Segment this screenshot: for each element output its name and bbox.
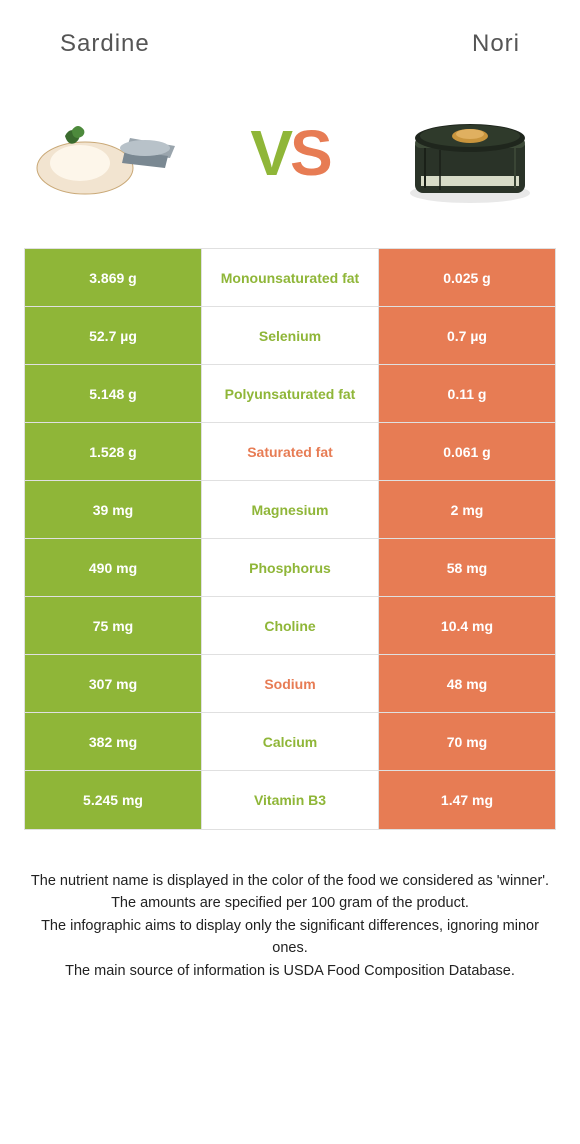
cell-right-value: 2 mg [379,481,555,538]
cell-right-value: 0.025 g [379,249,555,306]
cell-nutrient-name: Polyunsaturated fat [202,365,379,422]
cell-nutrient-name: Calcium [202,713,379,770]
hero-row: VS [0,78,580,248]
vs-s: S [290,116,330,190]
cell-right-value: 48 mg [379,655,555,712]
cell-right-value: 1.47 mg [379,771,555,829]
cell-left-value: 39 mg [25,481,202,538]
footer-line: The amounts are specified per 100 gram o… [28,892,552,914]
header: Sardine Nori [0,0,580,78]
table-row: 5.245 mgVitamin B31.47 mg [25,771,555,829]
footer-notes: The nutrient name is displayed in the co… [0,870,580,982]
cell-left-value: 75 mg [25,597,202,654]
cell-left-value: 1.528 g [25,423,202,480]
nori-image [390,98,550,208]
table-row: 382 mgCalcium70 mg [25,713,555,771]
table-row: 3.869 gMonounsaturated fat0.025 g [25,249,555,307]
cell-right-value: 70 mg [379,713,555,770]
cell-nutrient-name: Magnesium [202,481,379,538]
cell-left-value: 307 mg [25,655,202,712]
cell-left-value: 382 mg [25,713,202,770]
vs-label: VS [250,116,329,190]
table-row: 5.148 gPolyunsaturated fat0.11 g [25,365,555,423]
table-row: 307 mgSodium48 mg [25,655,555,713]
table-row: 75 mgCholine10.4 mg [25,597,555,655]
cell-right-value: 0.11 g [379,365,555,422]
footer-line: The nutrient name is displayed in the co… [28,870,552,892]
cell-nutrient-name: Vitamin B3 [202,771,379,829]
title-right: Nori [472,30,520,58]
cell-nutrient-name: Selenium [202,307,379,364]
cell-left-value: 490 mg [25,539,202,596]
title-left: Sardine [60,30,150,58]
footer-line: The infographic aims to display only the… [28,915,552,960]
cell-right-value: 10.4 mg [379,597,555,654]
cell-nutrient-name: Phosphorus [202,539,379,596]
table-row: 490 mgPhosphorus58 mg [25,539,555,597]
table-row: 52.7 µgSelenium0.7 µg [25,307,555,365]
vs-v: V [250,116,290,190]
cell-right-value: 0.061 g [379,423,555,480]
cell-left-value: 5.245 mg [25,771,202,829]
cell-nutrient-name: Sodium [202,655,379,712]
comparison-table: 3.869 gMonounsaturated fat0.025 g52.7 µg… [24,248,556,830]
sardine-icon [30,98,190,208]
cell-right-value: 58 mg [379,539,555,596]
cell-left-value: 52.7 µg [25,307,202,364]
cell-left-value: 5.148 g [25,365,202,422]
cell-right-value: 0.7 µg [379,307,555,364]
cell-nutrient-name: Choline [202,597,379,654]
table-row: 39 mgMagnesium2 mg [25,481,555,539]
cell-nutrient-name: Saturated fat [202,423,379,480]
cell-nutrient-name: Monounsaturated fat [202,249,379,306]
cell-left-value: 3.869 g [25,249,202,306]
nori-icon [395,98,545,208]
table-row: 1.528 gSaturated fat0.061 g [25,423,555,481]
footer-line: The main source of information is USDA F… [28,960,552,982]
sardine-image [30,98,190,208]
